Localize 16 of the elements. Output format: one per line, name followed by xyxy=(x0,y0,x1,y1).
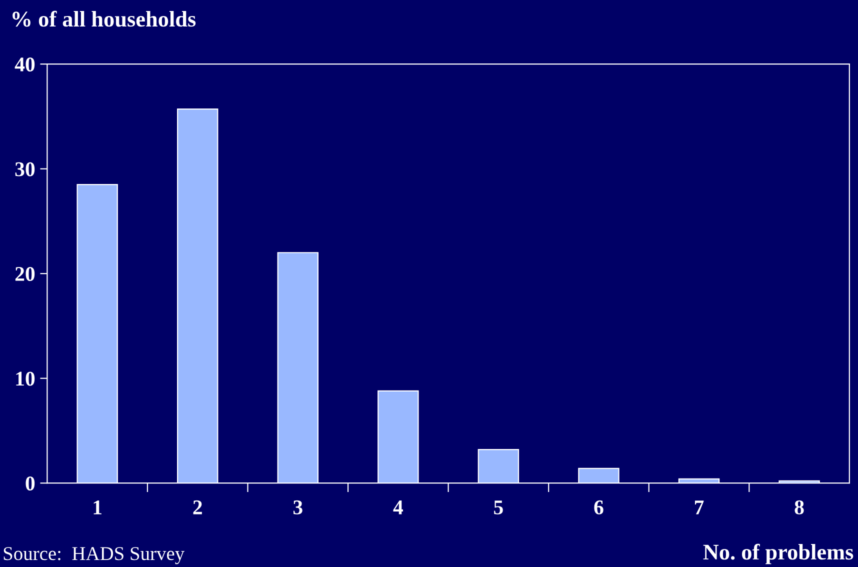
y-tick-label: 40 xyxy=(14,57,35,72)
y-tick-label: 10 xyxy=(16,372,35,386)
x-tick-label: 7 xyxy=(694,500,704,514)
x-tick-label: 3 xyxy=(293,500,302,514)
source-note: Source: HADS Survey xyxy=(4,547,185,564)
x-tick-label: 8 xyxy=(794,500,804,514)
x-tick-label: 6 xyxy=(594,500,604,514)
x-axis-title: No. of problems xyxy=(703,544,854,564)
x-tick-label: 5 xyxy=(494,500,503,514)
y-axis-title: % of all households xyxy=(12,10,196,27)
x-tick-label: 2 xyxy=(193,500,202,514)
y-tick-label: 30 xyxy=(15,162,35,176)
x-tick-label: 1 xyxy=(94,500,102,514)
y-tick-label: 20 xyxy=(15,266,35,282)
y-tick-label: 0 xyxy=(26,476,35,491)
x-tick-label: 4 xyxy=(393,500,403,514)
